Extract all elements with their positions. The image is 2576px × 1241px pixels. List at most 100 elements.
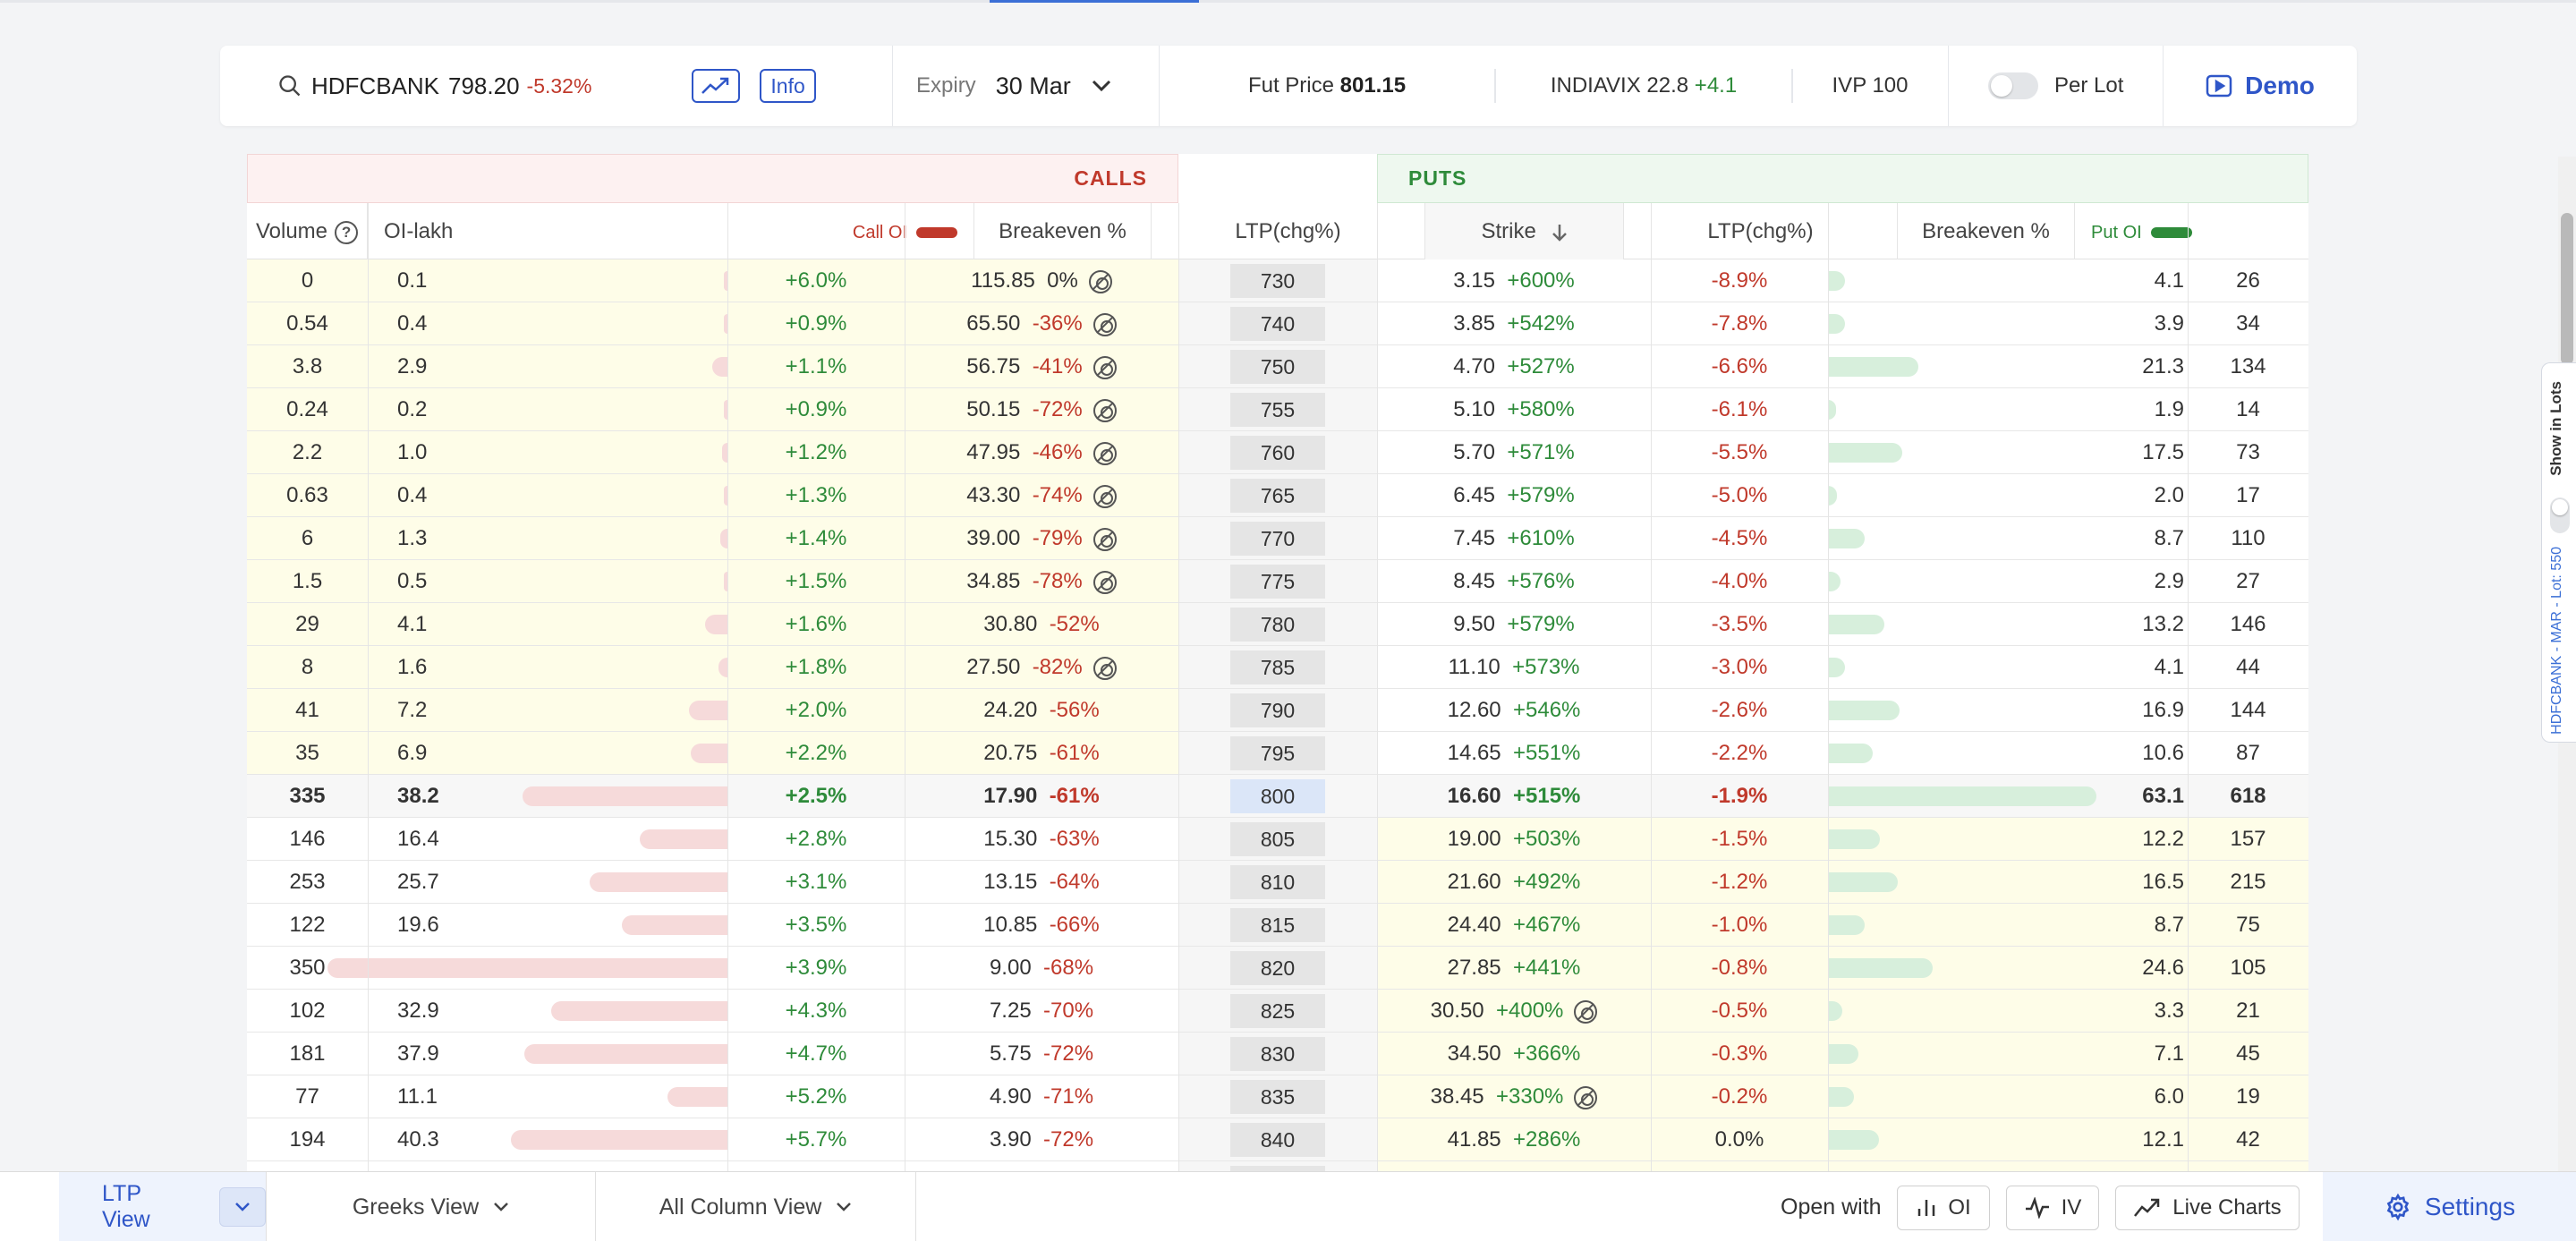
- call-breakeven: +1.8%: [785, 655, 847, 679]
- table-row[interactable]: 0.54 0.4 +0.9% 65.50 -36% 740 3.85 +542%…: [247, 302, 2308, 345]
- settings-button[interactable]: Settings: [2323, 1172, 2576, 1241]
- sort-arrow-down-icon[interactable]: [1552, 223, 1568, 242]
- top-border: [0, 0, 2576, 3]
- table-row[interactable]: 146 16.4 +2.8% 15.30 -63% 805 19.00 +503…: [247, 818, 2308, 861]
- table-row[interactable]: 29 4.1 +1.6% 30.80 -52% 780 9.50 +579% -…: [247, 603, 2308, 646]
- strike-price[interactable]: 810: [1230, 865, 1325, 899]
- ltp-view-tab[interactable]: LTP View: [59, 1172, 267, 1241]
- strike-price[interactable]: 755: [1230, 393, 1325, 427]
- table-row[interactable]: 181 37.9 +4.7% 5.75 -72% 830 34.50 +366%…: [247, 1033, 2308, 1075]
- strike-price[interactable]: 765: [1230, 479, 1325, 513]
- greeks-view-tab[interactable]: Greeks View: [267, 1172, 596, 1241]
- call-oi-bar: [724, 486, 727, 506]
- table-row[interactable]: 335 38.2 +2.5% 17.90 -61% 800 16.60 +515…: [247, 775, 2308, 818]
- table-row[interactable]: 0 0.1 +6.0% 115.85 0% 730 3.15 +600% -8.…: [247, 259, 2308, 302]
- ltp-view-dropdown[interactable]: [218, 1187, 266, 1227]
- put-ltp: 3.15 +600%: [1453, 268, 1575, 293]
- strike-price[interactable]: 835: [1230, 1080, 1325, 1114]
- call-breakeven-header[interactable]: Breakeven %: [974, 203, 1152, 259]
- strike-header[interactable]: Strike: [1425, 203, 1624, 259]
- strike-price[interactable]: 815: [1230, 908, 1325, 942]
- table-row[interactable]: 122 19.6 +3.5% 10.85 -66% 815 24.40 +467…: [247, 904, 2308, 947]
- call-ltp: 39.00 -79%: [905, 517, 1178, 559]
- table-row[interactable]: 77 11.1 +5.2% 4.90 -71% 835 38.45 +330% …: [247, 1075, 2308, 1118]
- strike-price[interactable]: 730: [1230, 264, 1325, 298]
- all-column-view-tab[interactable]: All Column View: [596, 1172, 916, 1241]
- help-icon[interactable]: ?: [335, 220, 359, 244]
- call-volume: 122: [289, 913, 326, 937]
- strike-price[interactable]: 820: [1230, 951, 1325, 985]
- side-lots-tab[interactable]: Show in Lots HDFCBANK - MAR - Lot: 550: [2541, 362, 2576, 743]
- strike-price[interactable]: 760: [1230, 436, 1325, 470]
- table-row[interactable]: 71 22.1 +6.2% 3.30 -71% 845 46.35 +254% …: [247, 1161, 2308, 1171]
- strike-price[interactable]: 800: [1230, 779, 1325, 813]
- symbol-price: 798.20: [448, 72, 520, 99]
- live-charts-button[interactable]: Live Charts: [2115, 1186, 2300, 1230]
- scrollbar-thumb[interactable]: [2561, 213, 2573, 365]
- call-volume-header[interactable]: Volume?: [247, 203, 368, 259]
- table-row[interactable]: 1.5 0.5 +1.5% 34.85 -78% 775 8.45 +576% …: [247, 560, 2308, 603]
- table-row[interactable]: 3.8 2.9 +1.1% 56.75 -41% 750 4.70 +527% …: [247, 345, 2308, 388]
- put-volume: 144: [2230, 698, 2266, 722]
- strike-price[interactable]: 845: [1230, 1166, 1325, 1171]
- open-iv-button[interactable]: IV: [2006, 1186, 2099, 1230]
- table-row[interactable]: 0.63 0.4 +1.3% 43.30 -74% 765 6.45 +579%…: [247, 474, 2308, 517]
- per-lot-toggle[interactable]: [1988, 72, 2038, 99]
- strike-price[interactable]: 825: [1230, 994, 1325, 1028]
- put-oi-bar: [1828, 314, 1845, 334]
- strike-price[interactable]: 795: [1230, 736, 1325, 770]
- search-icon[interactable]: [277, 73, 302, 98]
- call-ltp: 9.00 -68%: [989, 956, 1094, 980]
- table-row[interactable]: 102 32.9 +4.3% 7.25 -70% 825 30.50 +400%…: [247, 990, 2308, 1033]
- illiquid-icon: [1574, 1085, 1598, 1109]
- strike-price[interactable]: 785: [1230, 650, 1325, 684]
- strike-price[interactable]: 770: [1230, 522, 1325, 556]
- strike-price[interactable]: 750: [1230, 350, 1325, 384]
- table-row[interactable]: 8 1.6 +1.8% 27.50 -82% 785 11.10 +573% -…: [247, 646, 2308, 689]
- call-ltp-header[interactable]: LTP(chg%): [1152, 203, 1425, 259]
- table-row[interactable]: 6 1.3 +1.4% 39.00 -79% 770 7.45 +610% -4…: [247, 517, 2308, 560]
- call-breakeven: +6.0%: [785, 268, 847, 293]
- table-row[interactable]: 194 40.3 +5.7% 3.90 -72% 840 41.85 +286%…: [247, 1118, 2308, 1161]
- expiry-value[interactable]: 30 Mar: [995, 72, 1071, 99]
- put-ltp-header[interactable]: LTP(chg%): [1624, 203, 1898, 259]
- put-volume: 27: [2236, 569, 2260, 593]
- strike-price[interactable]: 805: [1230, 822, 1325, 856]
- table-row[interactable]: 2.2 1.0 +1.2% 47.95 -46% 760 5.70 +571% …: [247, 431, 2308, 474]
- call-oi-header[interactable]: OI-lakh Call OI: [368, 203, 974, 259]
- column-divider: [368, 203, 369, 1171]
- put-ltp: 4.70 +527%: [1453, 354, 1575, 378]
- info-button[interactable]: Info: [760, 69, 816, 103]
- put-breakeven: -5.0%: [1711, 483, 1768, 507]
- expiry-label: Expiry: [916, 73, 976, 98]
- call-oi-bar: [718, 658, 727, 677]
- put-oi-bar: [1828, 829, 1880, 849]
- strike-price[interactable]: 740: [1230, 307, 1325, 341]
- table-row[interactable]: 253 25.7 +3.1% 13.15 -64% 810 21.60 +492…: [247, 861, 2308, 904]
- chevron-down-icon[interactable]: [1091, 79, 1112, 93]
- demo-button[interactable]: Demo: [2164, 46, 2357, 126]
- table-row[interactable]: 41 7.2 +2.0% 24.20 -56% 790 12.60 +546% …: [247, 689, 2308, 732]
- strike-price[interactable]: 830: [1230, 1037, 1325, 1071]
- illiquid-icon: [1092, 355, 1117, 379]
- strike-price[interactable]: 775: [1230, 565, 1325, 599]
- strike-price[interactable]: 840: [1230, 1123, 1325, 1157]
- put-breakeven: -0.8%: [1711, 956, 1768, 980]
- table-row[interactable]: 35 6.9 +2.2% 20.75 -61% 795 14.65 +551% …: [247, 732, 2308, 775]
- open-oi-button[interactable]: OI: [1897, 1186, 1990, 1230]
- table-row[interactable]: 0.24 0.2 +0.9% 50.15 -72% 755 5.10 +580%…: [247, 388, 2308, 431]
- expiry-selector[interactable]: Expiry 30 Mar: [893, 46, 1160, 126]
- show-in-lots-toggle[interactable]: [2550, 497, 2570, 533]
- chart-button[interactable]: [692, 69, 741, 103]
- symbol-name[interactable]: HDFCBANK: [311, 72, 440, 99]
- table-row[interactable]: 350 74.5 +3.9% 9.00 -68% 820 27.85 +441%…: [247, 947, 2308, 990]
- column-divider: [1828, 203, 1829, 1171]
- strike-price[interactable]: 780: [1230, 608, 1325, 642]
- put-oi-bar: [1828, 872, 1899, 892]
- put-oi-header[interactable]: Put OI OI-lakh: [2075, 203, 2308, 259]
- call-oi-value: 0.2: [397, 397, 428, 421]
- call-ltp: 3.30 -71%: [905, 1161, 1178, 1171]
- put-breakeven-header[interactable]: Breakeven %: [1898, 203, 2075, 259]
- strike-price[interactable]: 790: [1230, 693, 1325, 727]
- chevron-down-icon: [494, 1203, 509, 1211]
